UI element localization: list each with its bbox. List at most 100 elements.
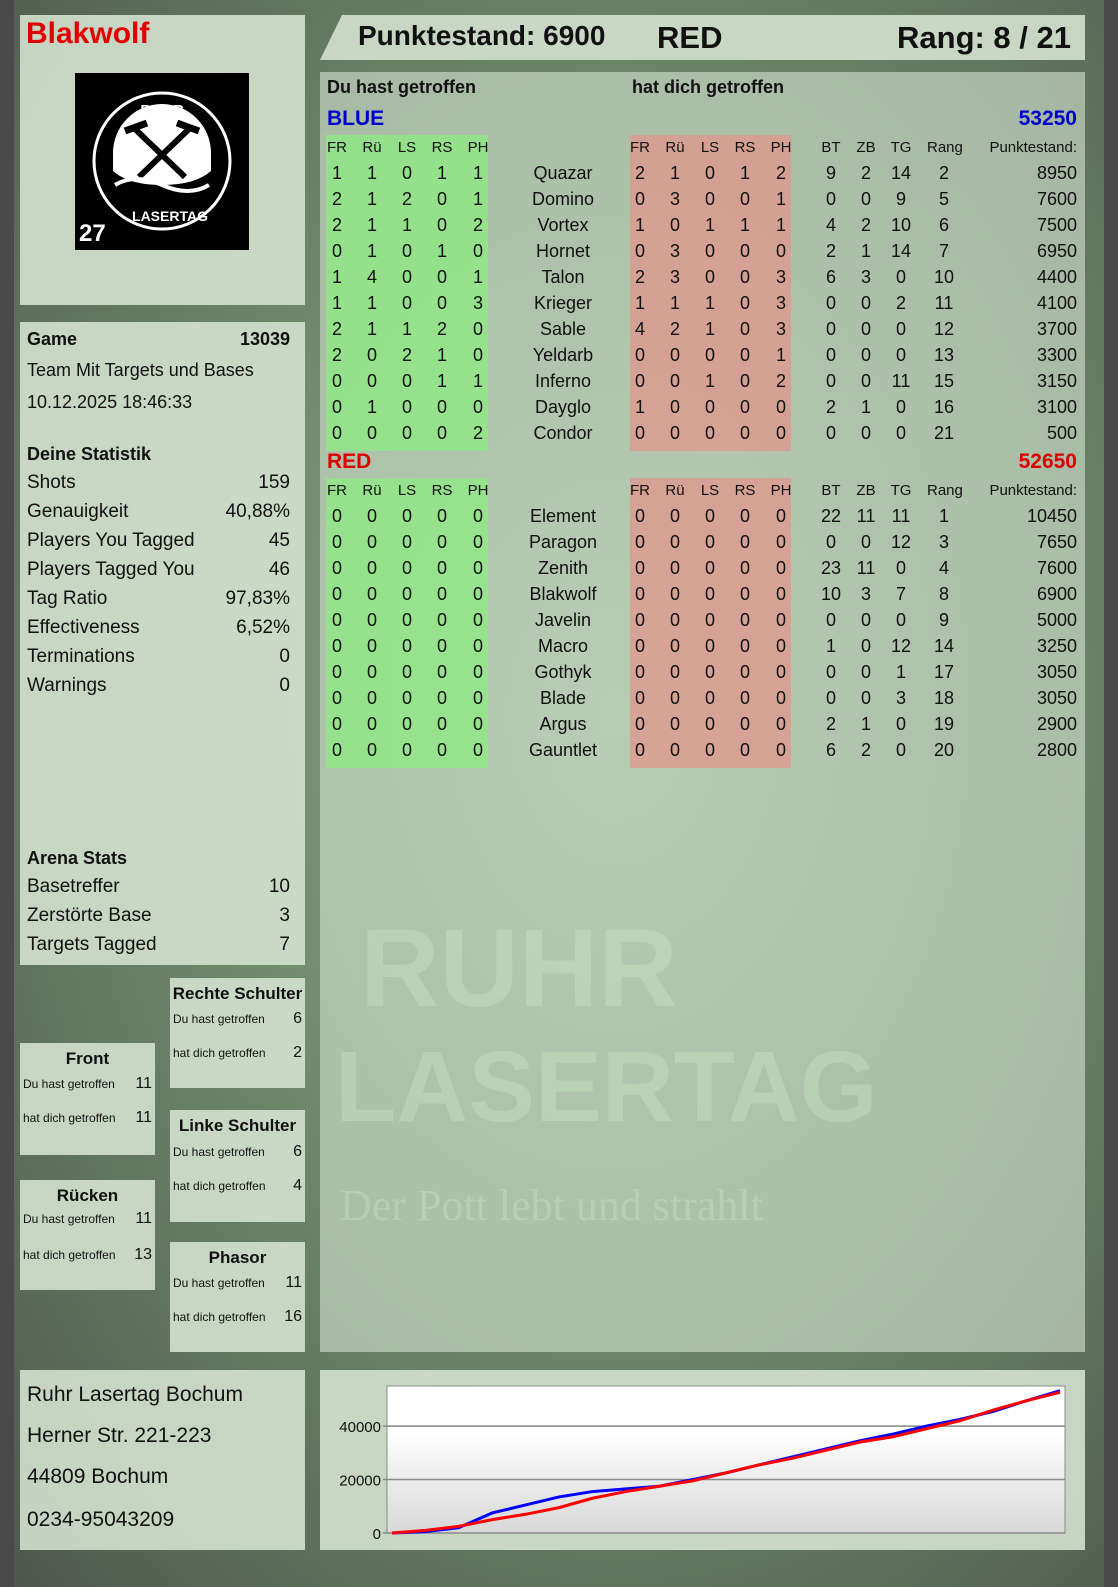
stat-label: Players Tagged You — [27, 559, 195, 580]
you-hit-cell: 0 — [436, 714, 447, 734]
stat-cell: 6 — [825, 740, 836, 760]
team-score: 53250 — [1018, 107, 1077, 130]
stat-cell: 2 — [825, 241, 836, 261]
you-hit-cell: 0 — [331, 558, 342, 578]
you-hit-cell: 1 — [472, 371, 483, 391]
stat-cell: 0 — [825, 293, 836, 313]
column-header: Rü — [362, 139, 382, 156]
player-score: 6950 — [1036, 241, 1077, 261]
arena-value: 10 — [268, 876, 290, 897]
team-name: RED — [327, 450, 372, 473]
hit-you-cell: 0 — [634, 532, 645, 552]
stat-value: 0 — [279, 675, 290, 696]
column-header: RS — [431, 482, 453, 499]
stat-cell: 0 — [895, 397, 906, 417]
stat-cell: 9 — [895, 189, 906, 209]
you-hit-cell: 0 — [331, 610, 342, 630]
hit-you-cell: 2 — [669, 319, 680, 339]
hit-you-cell: 1 — [775, 189, 786, 209]
hit-you-cell: 1 — [704, 319, 715, 339]
you-hit-cell: 0 — [366, 345, 377, 365]
column-header: PH — [467, 482, 489, 499]
column-header: LS — [700, 139, 720, 156]
hit-you-cell: 0 — [704, 610, 715, 630]
zone-you-hit: Du hast getroffen 11 — [23, 1075, 152, 1092]
header-rank: Rang: 8 / 21 — [897, 20, 1071, 55]
you-hit-cell: 0 — [472, 241, 483, 261]
hit-you-heading: hat dich getroffen — [632, 77, 784, 97]
stat-cell: 1 — [938, 506, 949, 526]
you-hit-cell: 2 — [331, 319, 342, 339]
zone-left-shoulder: Linke Schulter Du hast getroffen 6 hat di… — [170, 1110, 305, 1222]
stat-cell: 0 — [860, 371, 871, 391]
stat-label: Terminations — [27, 646, 135, 667]
you-hit-heading: Du hast getroffen — [327, 77, 477, 97]
zone-title: Rechte Schulter — [172, 984, 303, 1003]
y-tick-label: 20000 — [339, 1473, 381, 1490]
stat-label: Genauigkeit — [27, 501, 129, 522]
stat-cell: 0 — [825, 532, 836, 552]
player-name: Blakwolf — [529, 584, 597, 604]
stat-label: Players You Tagged — [27, 530, 195, 551]
left-edge — [0, 0, 14, 1587]
stat-cell: 15 — [933, 371, 955, 391]
player-name: Gothyk — [534, 662, 592, 682]
you-hit-cell: 0 — [331, 688, 342, 708]
stat-cell: 18 — [933, 688, 955, 708]
hit-you-cell: 0 — [634, 662, 645, 682]
player-score: 2900 — [1036, 714, 1077, 734]
stat-row: Shots 159 — [27, 472, 290, 494]
stat-cell: 0 — [895, 610, 906, 630]
you-hit-cell: 0 — [331, 241, 342, 261]
hit-you-cell: 0 — [739, 371, 750, 391]
stat-cell: 0 — [825, 189, 836, 209]
you-hit-cell: 0 — [472, 558, 483, 578]
you-hit-cell: 0 — [401, 267, 412, 287]
hit-you-cell: 0 — [704, 163, 715, 183]
stat-value: 6,52% — [236, 617, 290, 638]
arena-label: Basetreffer — [27, 876, 120, 897]
stat-cell: 11 — [891, 506, 911, 526]
hit-you-cell: 1 — [739, 163, 750, 183]
zone-back: Rücken Du hast getroffen 11 hat dich getr… — [20, 1180, 155, 1290]
column-header: LS — [397, 482, 417, 499]
hit-you-cell: 0 — [704, 397, 715, 417]
stat-cell: 7 — [895, 584, 906, 604]
address-name: Ruhr Lasertag Bochum — [27, 1383, 243, 1406]
stat-cell: 0 — [825, 688, 836, 708]
stat-cell: 10 — [820, 584, 842, 604]
series-line-1 — [391, 1390, 1061, 1535]
stat-label: Warnings — [27, 675, 107, 696]
stats-panel: Game 13039 Team Mit Targets und Bases 10… — [20, 322, 305, 965]
hit-you-cell: 0 — [739, 267, 750, 287]
you-hit-cell: 0 — [366, 423, 377, 443]
stat-row: Effectiveness 6,52% — [27, 617, 290, 639]
hit-you-cell: 0 — [739, 688, 750, 708]
player-name: Blade — [539, 688, 587, 708]
column-header: RS — [734, 139, 756, 156]
player-score: 3150 — [1036, 371, 1077, 391]
hit-you-cell: 0 — [775, 506, 786, 526]
scoreboard-panel: Du hast getroffen hat dich getroffen BLU… — [320, 72, 1085, 1352]
column-header: PH — [467, 139, 489, 156]
hit-you-cell: 0 — [775, 423, 786, 443]
stat-cell: 8 — [938, 584, 949, 604]
you-hit-cell: 0 — [401, 740, 412, 760]
column-header: Rang — [927, 482, 963, 499]
column-header: PH — [770, 482, 792, 499]
you-hit-cell: 2 — [331, 189, 342, 209]
you-hit-cell: 0 — [436, 558, 447, 578]
hit-you-cell: 0 — [704, 345, 715, 365]
you-hit-cell: 1 — [436, 371, 447, 391]
stat-row: Players Tagged You 46 — [27, 559, 290, 581]
you-hit-cell: 0 — [401, 636, 412, 656]
header-bar: Punktestand: 6900 RED Rang: 8 / 21 — [320, 15, 1085, 60]
stat-cell: 1 — [860, 714, 871, 734]
you-hit-cell: 0 — [436, 532, 447, 552]
hit-you-cell: 0 — [739, 558, 750, 578]
stat-cell: 2 — [860, 740, 871, 760]
hit-you-cell: 0 — [704, 558, 715, 578]
arena-title: Arena Stats — [27, 848, 128, 868]
hit-you-cell: 0 — [669, 662, 680, 682]
you-hit-cell: 0 — [401, 506, 412, 526]
